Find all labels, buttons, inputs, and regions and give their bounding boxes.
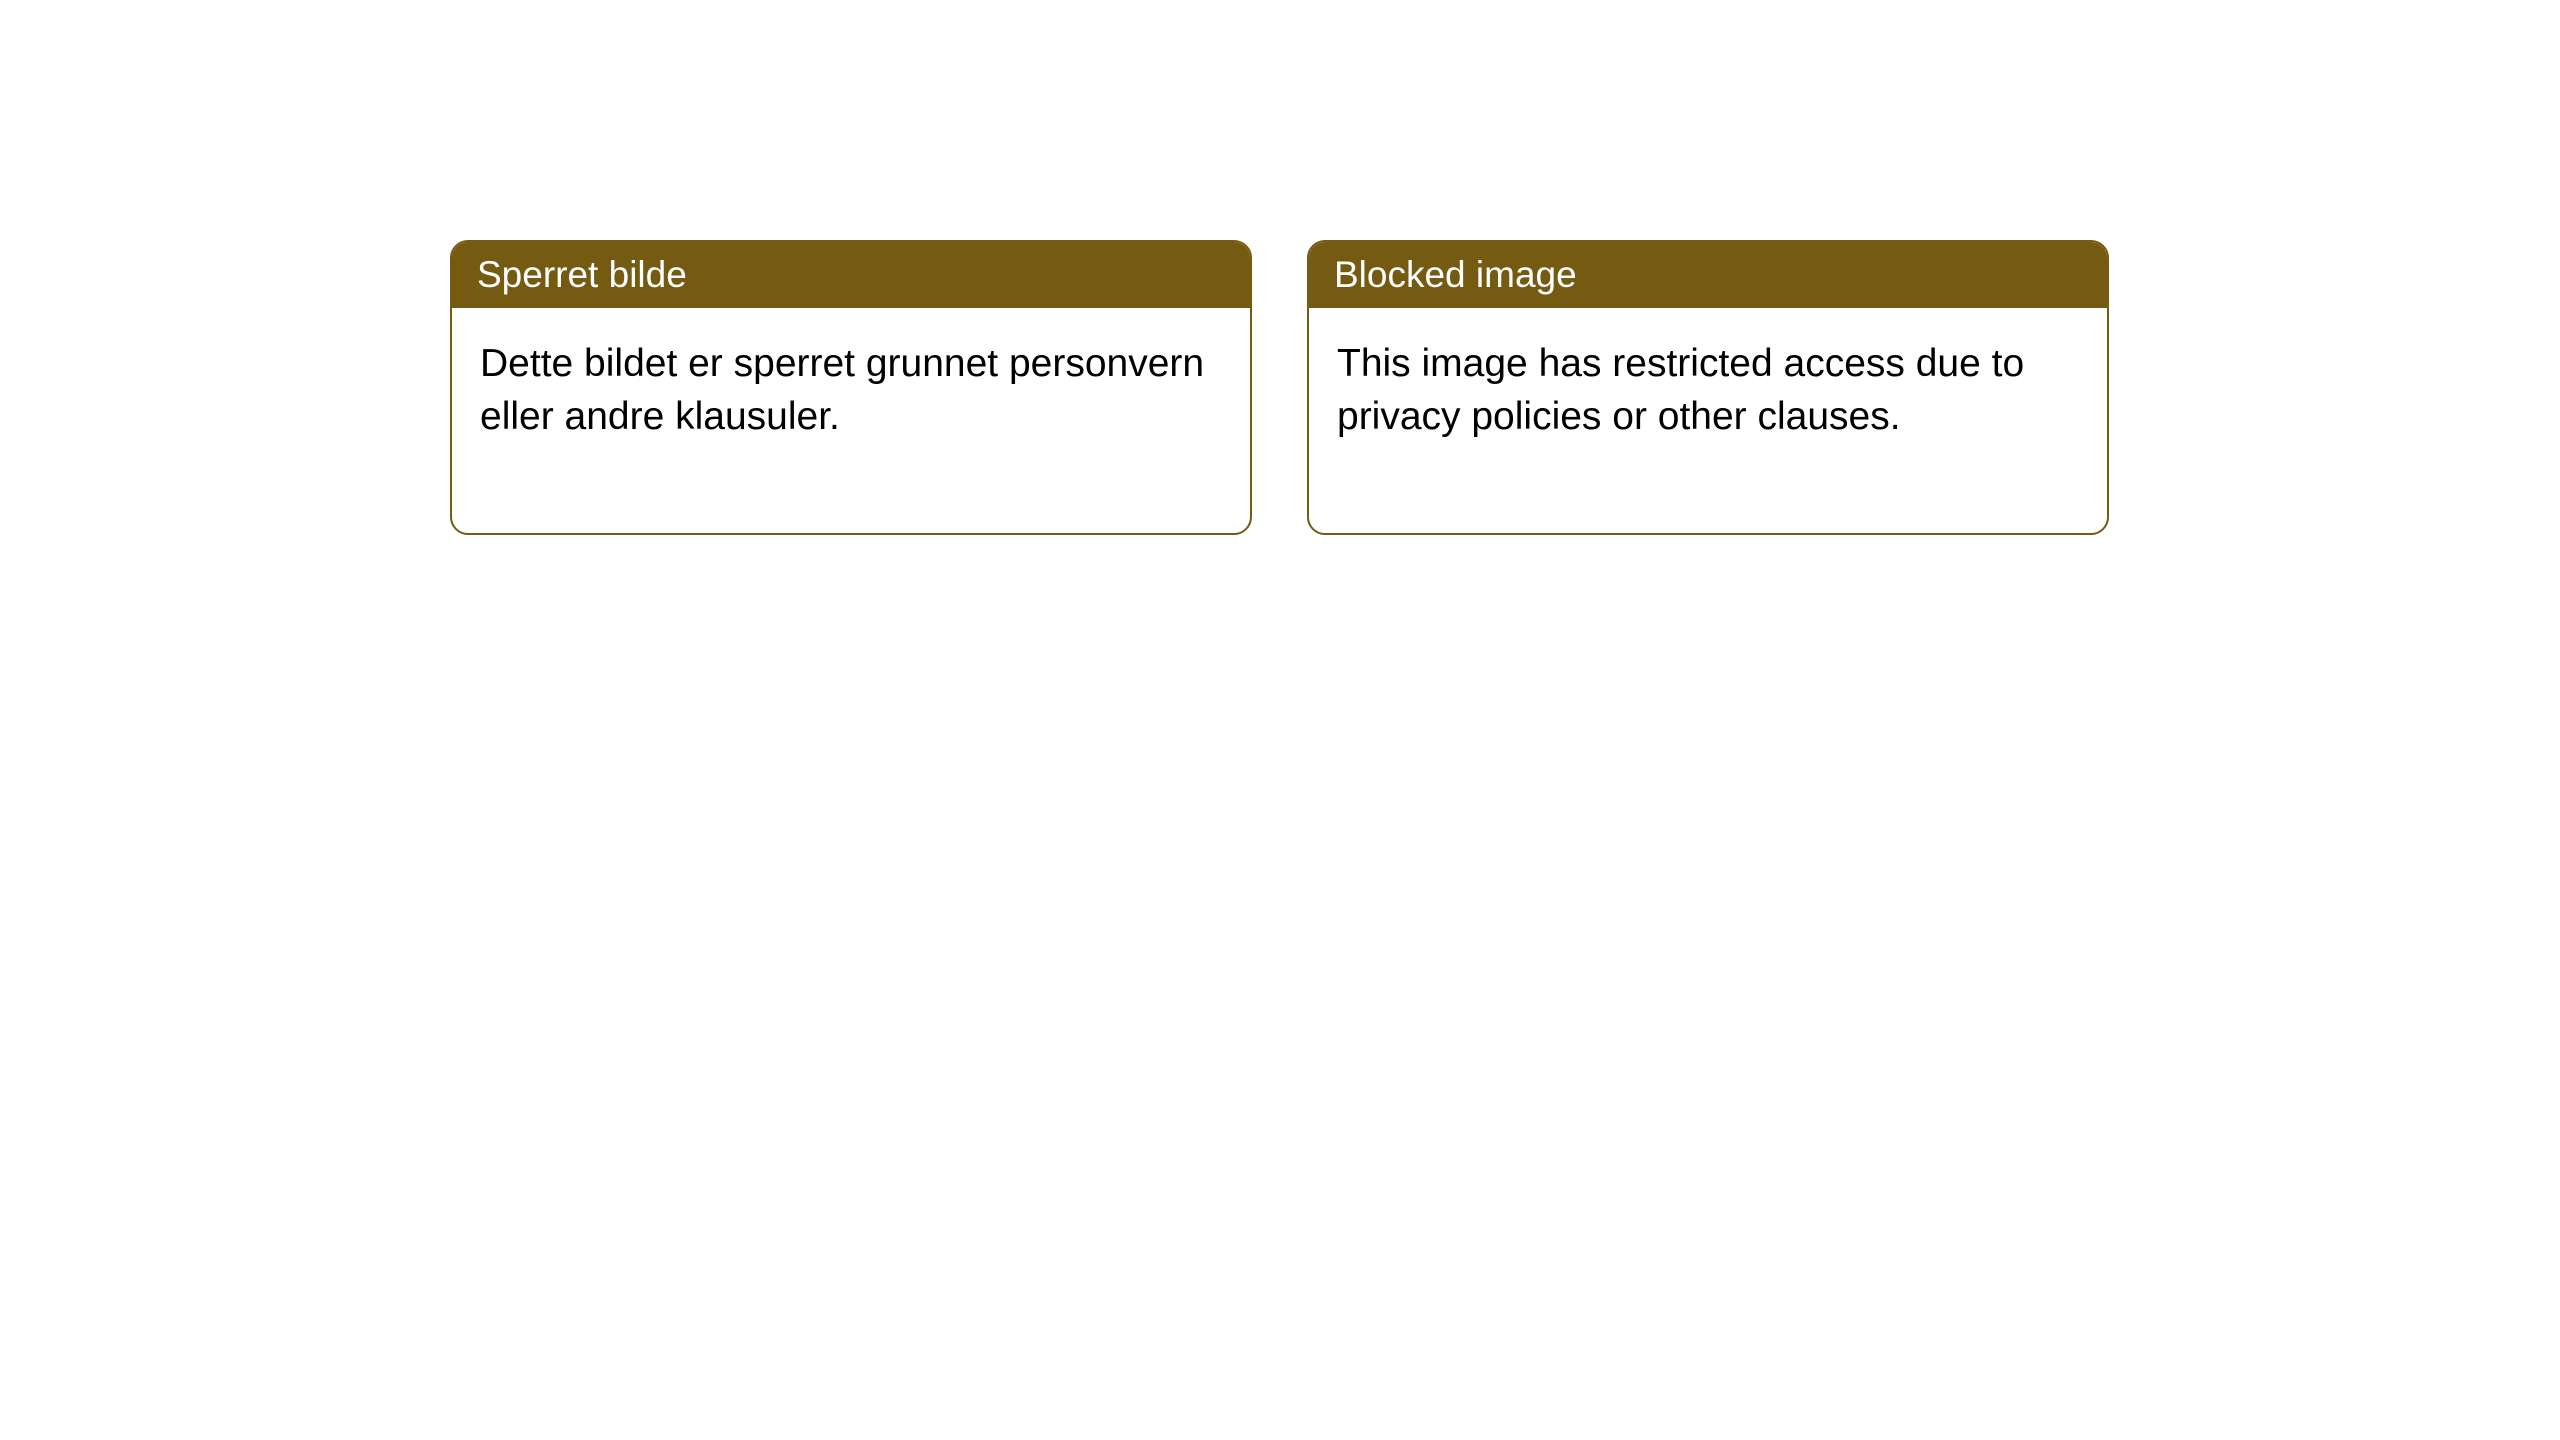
notice-card-english: Blocked image This image has restricted … bbox=[1307, 240, 2109, 535]
notice-header: Blocked image bbox=[1309, 242, 2107, 308]
notice-card-norwegian: Sperret bilde Dette bildet er sperret gr… bbox=[450, 240, 1252, 535]
notice-body: Dette bildet er sperret grunnet personve… bbox=[452, 308, 1250, 533]
notice-header: Sperret bilde bbox=[452, 242, 1250, 308]
notice-container: Sperret bilde Dette bildet er sperret gr… bbox=[450, 240, 2109, 535]
notice-body: This image has restricted access due to … bbox=[1309, 308, 2107, 533]
